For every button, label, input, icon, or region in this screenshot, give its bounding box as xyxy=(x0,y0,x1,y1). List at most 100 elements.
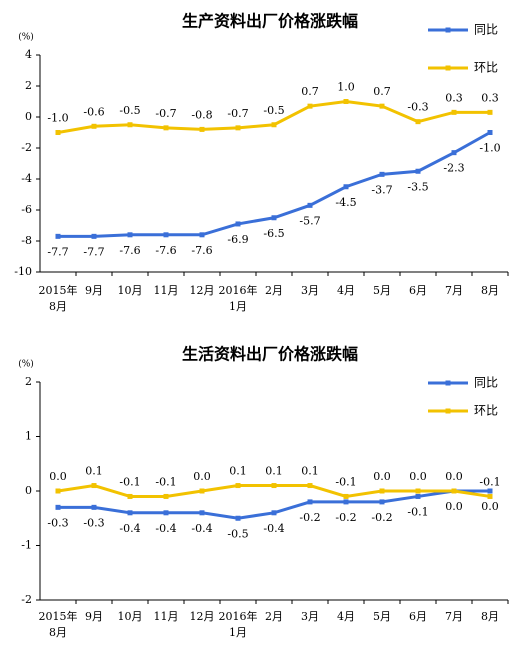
y-tick-label: 4 xyxy=(25,48,32,61)
point xyxy=(343,99,349,104)
point xyxy=(199,232,205,238)
point xyxy=(415,493,421,499)
data-label: -0.1 xyxy=(479,475,500,488)
x-tick-label: 7月 xyxy=(445,284,463,297)
x-tick-label: 2月 xyxy=(265,284,283,297)
y-tick-label: -2 xyxy=(21,141,32,154)
point xyxy=(127,493,133,499)
point xyxy=(307,499,313,505)
x-tick-label: 8月 xyxy=(481,610,499,623)
point xyxy=(451,488,457,494)
data-label: 1.0 xyxy=(337,81,355,94)
data-label: -0.1 xyxy=(335,475,356,488)
point xyxy=(235,515,241,521)
data-label: -0.4 xyxy=(155,522,176,535)
legend-marker xyxy=(445,65,451,71)
data-label: 0.0 xyxy=(373,470,391,483)
data-label: 0.1 xyxy=(85,465,103,478)
legend-label: 同比 xyxy=(474,23,498,37)
point xyxy=(487,109,493,115)
data-label: -0.6 xyxy=(83,105,104,118)
point xyxy=(235,483,241,489)
point xyxy=(199,510,205,516)
point xyxy=(307,103,313,109)
data-label: -0.3 xyxy=(47,516,68,529)
point xyxy=(379,488,385,494)
data-label: -2.3 xyxy=(443,162,464,175)
legend-label: 环比 xyxy=(474,404,498,418)
data-label: -7.6 xyxy=(119,244,140,257)
point xyxy=(127,232,133,238)
data-label: 0.1 xyxy=(265,465,283,478)
y-tick-label: -8 xyxy=(21,234,32,247)
point xyxy=(163,510,169,516)
x-tick-label: 3月 xyxy=(301,284,319,297)
data-label: -0.7 xyxy=(155,107,176,120)
data-label: 0.3 xyxy=(481,91,499,104)
data-label: -0.5 xyxy=(227,527,248,540)
x-tick-label: 6月 xyxy=(409,610,427,623)
data-label: -0.3 xyxy=(83,516,104,529)
data-label: 0.0 xyxy=(481,500,499,513)
data-label: -4.5 xyxy=(335,196,356,209)
data-label: 0.0 xyxy=(445,500,463,513)
x-tick-label: 11月 xyxy=(154,610,179,623)
point xyxy=(91,123,97,129)
point xyxy=(271,122,277,128)
y-tick-label: -10 xyxy=(14,265,32,278)
data-label: 0.0 xyxy=(445,470,463,483)
point xyxy=(415,168,421,174)
point xyxy=(451,150,457,156)
y-tick-label: 2 xyxy=(25,79,32,92)
x-tick-label: 2015年 8月 xyxy=(39,283,78,313)
x-tick-label: 4月 xyxy=(337,284,355,297)
point xyxy=(379,499,385,505)
point xyxy=(343,499,349,505)
legend-label: 同比 xyxy=(474,376,498,390)
data-label: -1.0 xyxy=(479,142,500,155)
x-tick-label: 9月 xyxy=(85,610,103,623)
data-label: -0.3 xyxy=(407,101,428,114)
point xyxy=(271,215,277,221)
point xyxy=(379,103,385,109)
legend-marker xyxy=(445,408,451,414)
y-tick-label: 0 xyxy=(25,110,32,123)
data-label: -7.7 xyxy=(47,245,68,258)
point xyxy=(343,493,349,499)
point xyxy=(415,488,421,494)
legend-marker xyxy=(445,380,451,386)
x-tick-label: 12月 xyxy=(190,610,215,623)
point xyxy=(199,126,205,132)
point xyxy=(343,184,349,190)
x-tick-label: 10月 xyxy=(118,284,143,297)
chart-title: 生产资料出厂价格涨跌幅 xyxy=(182,12,358,31)
point xyxy=(487,130,493,135)
x-tick-label: 2月 xyxy=(265,610,283,623)
x-tick-label: 6月 xyxy=(409,284,427,297)
data-label: -5.7 xyxy=(299,214,320,227)
data-label: -6.5 xyxy=(263,227,284,240)
data-label: -0.5 xyxy=(263,104,284,117)
data-label: -0.1 xyxy=(155,475,176,488)
y-unit: (%) xyxy=(18,359,34,370)
point xyxy=(55,130,61,135)
point xyxy=(91,504,97,510)
legend-label: 环比 xyxy=(474,61,498,75)
point xyxy=(235,221,241,227)
data-label: 0.7 xyxy=(373,85,391,98)
chart-title: 生活资料出厂价格涨跌幅 xyxy=(182,345,358,364)
data-label: -0.4 xyxy=(191,522,212,535)
point xyxy=(451,109,457,115)
data-label: -0.2 xyxy=(335,511,356,524)
point xyxy=(91,483,97,489)
point xyxy=(127,122,133,128)
data-label: 0.0 xyxy=(409,470,427,483)
point xyxy=(235,125,241,131)
data-label: 0.1 xyxy=(229,465,247,478)
point xyxy=(127,510,133,516)
x-tick-label: 9月 xyxy=(85,284,103,297)
data-label: 0.1 xyxy=(301,465,319,478)
data-label: -0.4 xyxy=(263,522,284,535)
point xyxy=(487,488,493,494)
